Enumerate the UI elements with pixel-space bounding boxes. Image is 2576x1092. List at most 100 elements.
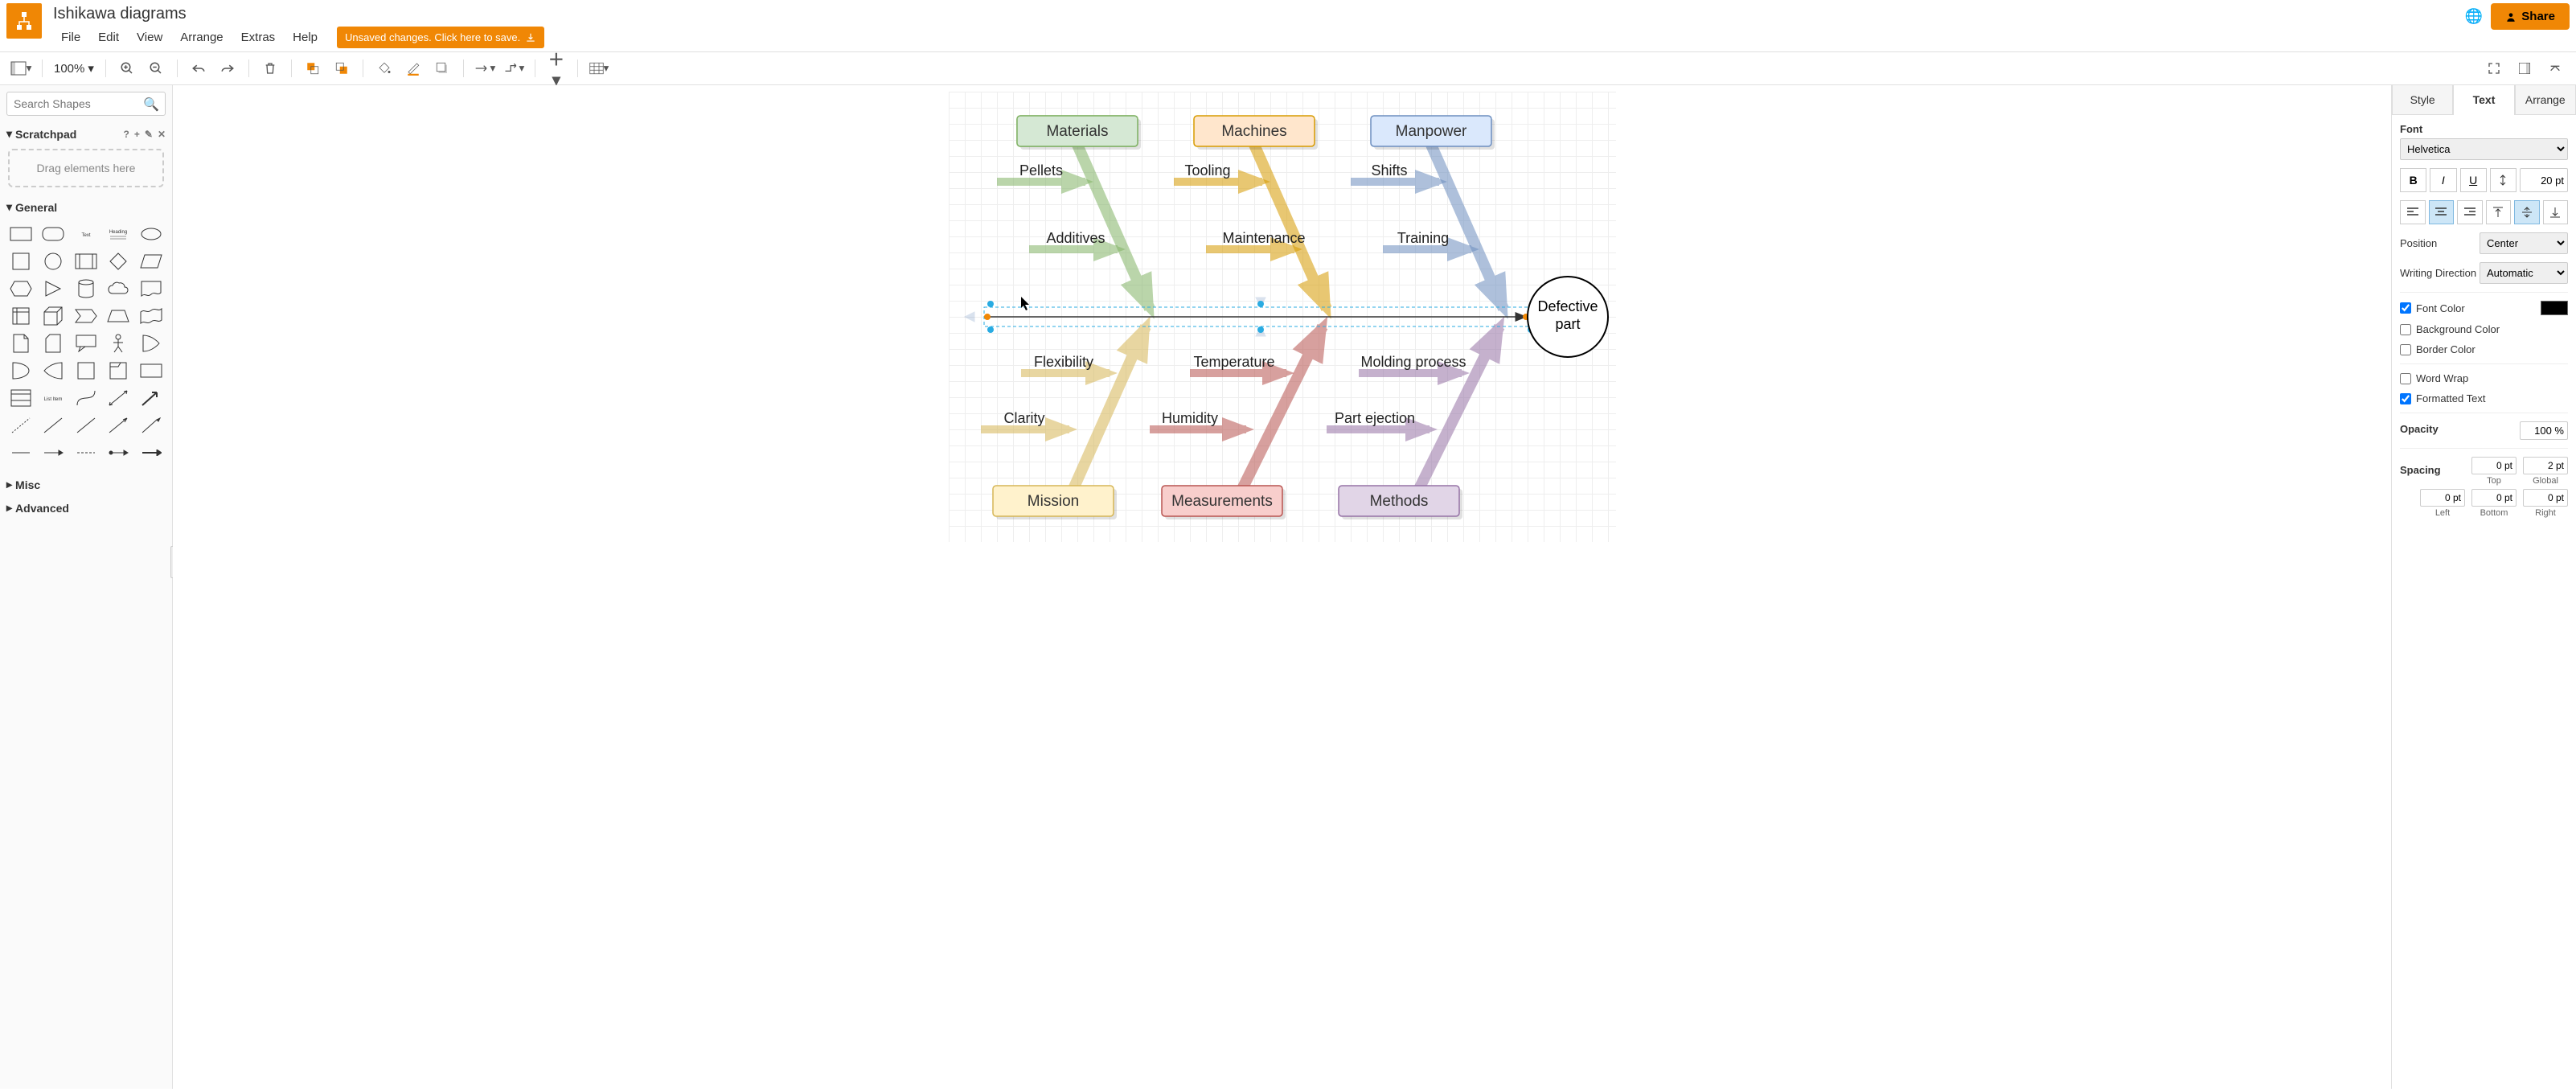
misc-header[interactable]: ▸ Misc [0, 473, 172, 496]
shape-card[interactable] [40, 333, 66, 354]
category-materials[interactable]: Materials [1017, 116, 1141, 150]
shape-curve[interactable] [73, 388, 99, 408]
share-button[interactable]: Share [2491, 3, 2570, 30]
zoom-out-button[interactable] [143, 57, 169, 80]
tab-style[interactable]: Style [2392, 85, 2453, 115]
bg-color-checkbox[interactable] [2400, 324, 2411, 335]
line-color-button[interactable] [400, 57, 426, 80]
underline-button[interactable]: U [2460, 168, 2487, 192]
shape-thick-arrow[interactable] [138, 388, 164, 408]
category-measurements[interactable]: Measurements [1162, 486, 1286, 519]
scratchpad-edit-icon[interactable]: ✎ [145, 129, 153, 140]
font-family-select[interactable]: Helvetica [2400, 138, 2568, 160]
align-left-button[interactable] [2400, 200, 2426, 224]
shape-list[interactable] [8, 388, 34, 408]
shape-diamond[interactable] [105, 251, 131, 272]
shadow-button[interactable] [429, 57, 455, 80]
menu-edit[interactable]: Edit [90, 27, 127, 47]
shape-cloud[interactable] [105, 278, 131, 299]
connection-button[interactable]: ▾ [472, 57, 498, 80]
shape-line-openarrow[interactable] [105, 415, 131, 436]
search-shapes-input[interactable] [6, 92, 166, 116]
formatted-text-checkbox[interactable] [2400, 393, 2411, 404]
valign-top-button[interactable] [2486, 200, 2512, 224]
shape-frame[interactable] [105, 360, 131, 381]
category-mission[interactable]: Mission [993, 486, 1117, 519]
align-center-button[interactable] [2429, 200, 2455, 224]
advanced-header[interactable]: ▸ Advanced [0, 496, 172, 519]
shape-listitem[interactable]: List Item [40, 388, 66, 408]
writing-direction-select[interactable]: Automatic [2480, 262, 2568, 284]
border-color-checkbox[interactable] [2400, 344, 2411, 355]
shape-dashed-line[interactable] [8, 415, 34, 436]
shape-connector-1[interactable] [8, 442, 34, 463]
tab-text[interactable]: Text [2453, 85, 2514, 115]
shape-trapezoid[interactable] [105, 306, 131, 326]
tab-arrange[interactable]: Arrange [2515, 85, 2576, 115]
spacing-bottom-input[interactable] [2471, 489, 2517, 507]
shape-connector-3[interactable] [73, 442, 99, 463]
canvas[interactable]: Pellets Additives Tooling Maintenance Sh… [173, 85, 2391, 1089]
app-logo[interactable] [6, 3, 42, 39]
spacing-global-input[interactable] [2523, 457, 2568, 474]
delete-button[interactable] [257, 57, 283, 80]
shape-step[interactable] [73, 306, 99, 326]
menu-arrange[interactable]: Arrange [172, 27, 231, 47]
table-button[interactable]: ▾ [586, 57, 612, 80]
scratchpad-dropzone[interactable]: Drag elements here [8, 149, 164, 187]
fullscreen-button[interactable] [2481, 57, 2507, 80]
waypoints-button[interactable]: ▾ [501, 57, 527, 80]
general-header[interactable]: ▾ General [0, 195, 172, 219]
shape-text[interactable]: Text [73, 224, 99, 244]
effect-node[interactable]: Defective part [1528, 277, 1608, 357]
font-color-checkbox[interactable] [2400, 302, 2411, 314]
shape-roundrect[interactable] [40, 224, 66, 244]
shape-note[interactable] [8, 333, 34, 354]
shape-or[interactable] [138, 333, 164, 354]
format-panel-button[interactable] [2512, 57, 2537, 80]
category-methods[interactable]: Methods [1339, 486, 1462, 519]
globe-icon[interactable]: 🌐 [2465, 8, 2483, 25]
shape-line-filledarrow[interactable] [138, 415, 164, 436]
document-title[interactable]: Ishikawa diagrams [53, 3, 544, 27]
italic-button[interactable]: I [2430, 168, 2456, 192]
shape-and[interactable] [40, 360, 66, 381]
scratchpad-close-icon[interactable]: ✕ [158, 129, 166, 140]
menu-view[interactable]: View [129, 27, 170, 47]
shape-triangle[interactable] [40, 278, 66, 299]
shape-actor[interactable] [105, 333, 131, 354]
scratchpad-help-icon[interactable]: ? [124, 129, 129, 140]
opacity-input[interactable] [2520, 421, 2568, 440]
to-back-button[interactable] [329, 57, 355, 80]
insert-button[interactable]: ＋ ▾ [544, 57, 569, 80]
word-wrap-checkbox[interactable] [2400, 373, 2411, 384]
shape-parallelogram[interactable] [138, 251, 164, 272]
valign-middle-button[interactable] [2514, 200, 2540, 224]
shape-container-sq[interactable] [73, 360, 99, 381]
shape-hexagon[interactable] [8, 278, 34, 299]
to-front-button[interactable] [300, 57, 326, 80]
category-machines[interactable]: Machines [1194, 116, 1318, 150]
shape-connector-4[interactable] [105, 442, 131, 463]
shape-circle[interactable] [40, 251, 66, 272]
shape-rect[interactable] [8, 224, 34, 244]
menu-extras[interactable]: Extras [233, 27, 284, 47]
redo-button[interactable] [215, 57, 240, 80]
category-manpower[interactable]: Manpower [1371, 116, 1495, 150]
shape-ellipse[interactable] [138, 224, 164, 244]
shape-internal-storage[interactable] [8, 306, 34, 326]
menu-help[interactable]: Help [285, 27, 326, 47]
shape-container-rect[interactable] [138, 360, 164, 381]
valign-bottom-button[interactable] [2543, 200, 2569, 224]
collapse-button[interactable] [2542, 57, 2568, 80]
shape-line-arrow[interactable] [73, 415, 99, 436]
scratchpad-header[interactable]: ▾ Scratchpad ? + ✎ ✕ [0, 122, 172, 146]
shape-document[interactable] [138, 278, 164, 299]
shape-tape[interactable] [138, 306, 164, 326]
undo-button[interactable] [186, 57, 211, 80]
shape-cylinder[interactable] [73, 278, 99, 299]
shape-callout[interactable] [73, 333, 99, 354]
font-size-input[interactable] [2520, 168, 2568, 192]
view-mode-button[interactable]: ▾ [8, 57, 34, 80]
fill-color-button[interactable] [371, 57, 397, 80]
